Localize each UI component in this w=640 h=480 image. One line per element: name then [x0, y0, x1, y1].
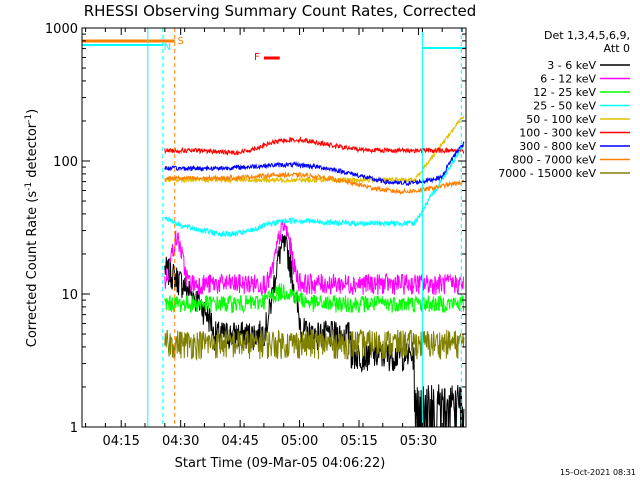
legend-label: 7000 - 15000 keV [498, 167, 596, 180]
y-tick-label: 1000 [45, 22, 78, 37]
x-tick-label: 04:15 [102, 434, 139, 449]
series-line-1 [164, 234, 465, 428]
legend-label: 6 - 12 keV [540, 73, 596, 86]
marker-s: S [178, 36, 184, 47]
x-tick-label: 05:00 [281, 434, 318, 449]
y-axis-ticks: 1 10 100 1000 [45, 22, 466, 436]
marker-n: N [164, 42, 171, 53]
series-line-5 [164, 115, 465, 185]
y-tick-label: 1 [70, 421, 78, 436]
x-axis-label: Start Time (09-Mar-05 04:06:22) [175, 456, 386, 471]
x-tick-label: 05:15 [340, 434, 377, 449]
legend-label: 300 - 800 keV [519, 140, 596, 153]
x-axis-ticks: 04:15 04:30 04:45 05:00 05:15 05:30 [85, 28, 463, 449]
x-tick-label: 04:30 [162, 434, 199, 449]
legend-label: 50 - 100 keV [526, 113, 596, 126]
series-line-3 [164, 282, 465, 314]
series-line-6 [164, 136, 465, 156]
x-tick-label: 05:30 [400, 434, 437, 449]
legend-label: 100 - 300 keV [519, 127, 596, 140]
series-line-9 [164, 328, 465, 361]
series-line-8 [164, 171, 465, 195]
legend-label: 12 - 25 keV [533, 86, 596, 99]
footer-date: 15-Oct-2021 08:31 [560, 468, 636, 477]
plot-frame [81, 27, 467, 428]
legend-header-attenuator: Att 0 [604, 42, 630, 55]
series-line-2 [164, 220, 465, 297]
legend-label: 3 - 6 keV [547, 59, 596, 72]
x-tick-label: 04:45 [221, 434, 258, 449]
y-tick-label: 10 [61, 288, 78, 303]
series-line-7 [164, 141, 465, 186]
chart-title: RHESSI Observing Summary Count Rates, Co… [84, 2, 477, 20]
series-line-4 [164, 143, 464, 238]
series-layer [164, 115, 465, 428]
marker-f: F [254, 52, 260, 63]
y-axis-label: Corrected Count Rate (s-1 detector-1) [24, 109, 40, 347]
legend-label: 800 - 7000 keV [512, 154, 596, 167]
legend-label: 25 - 50 keV [533, 100, 596, 113]
marker-layer: SN F [82, 28, 466, 427]
y-tick-label: 100 [53, 155, 78, 170]
legend-header-detectors: Det 1,3,4,5,6,9, [544, 29, 630, 42]
